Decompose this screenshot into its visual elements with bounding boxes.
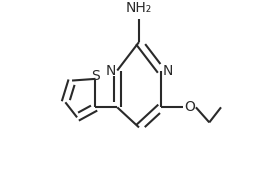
Text: NH₂: NH₂ xyxy=(126,1,152,15)
Text: N: N xyxy=(105,64,116,78)
Text: O: O xyxy=(184,100,195,114)
Text: N: N xyxy=(162,64,173,78)
Text: S: S xyxy=(91,69,100,82)
